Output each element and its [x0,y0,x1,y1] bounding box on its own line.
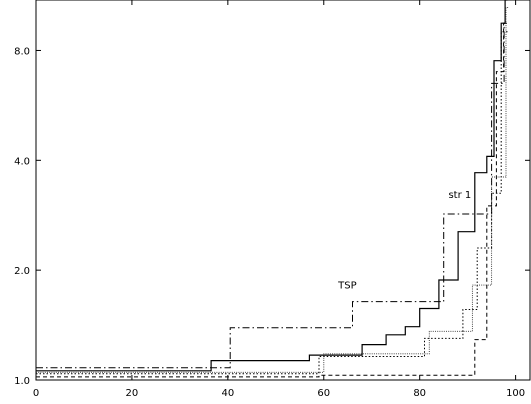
x-tick-label: 80 [413,388,426,399]
x-tick-label: 60 [317,388,330,399]
plot-frame [35,0,531,381]
x-tick-label: 0 [33,388,39,399]
axis-ticks [35,0,530,381]
y-tick-label: 1.0 [14,376,30,387]
y-tick-label: 4.0 [14,156,30,167]
series-group [36,0,509,378]
series-line-solid [36,0,508,372]
y-tick-label: 8.0 [14,46,30,57]
tick-labels: 0 20 40 60 80 100 1.0 2.0 4.0 8.0 [14,46,525,399]
series-line-dotted [36,31,509,375]
series-line-dashdot [36,22,507,369]
x-tick-label: 40 [221,388,234,399]
annotation-label: TSP [337,281,357,292]
annotation-label: str 1 [448,190,471,201]
x-tick-label: 20 [126,388,139,399]
y-tick-label: 2.0 [14,266,30,277]
annotations: TSP str 1 [337,190,471,291]
x-tick-label: 100 [506,388,525,399]
series-line-dashed [36,22,508,378]
series-line-densedot [36,6,509,373]
